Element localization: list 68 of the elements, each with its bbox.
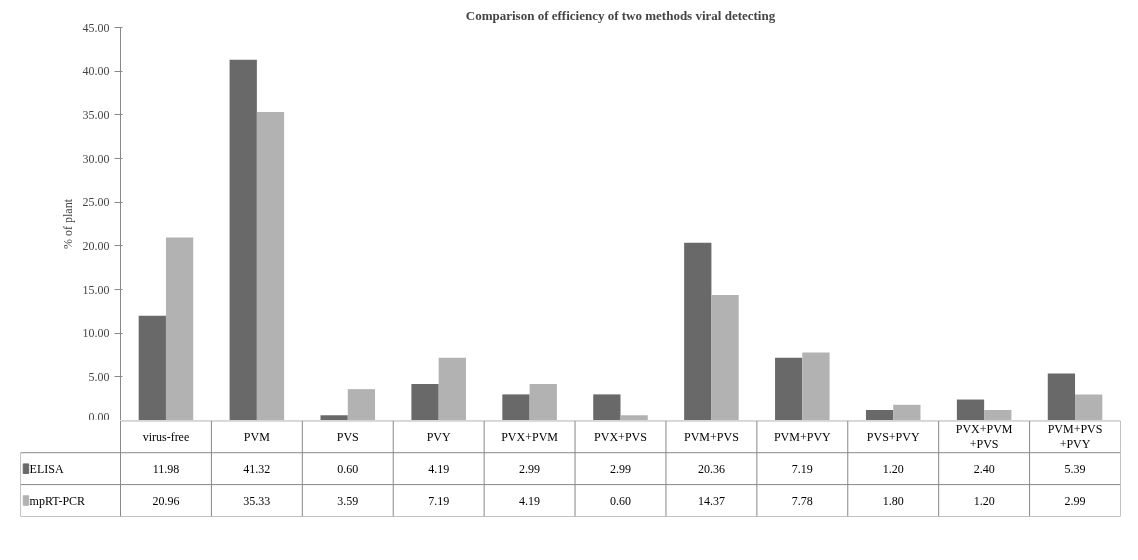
bar [411, 383, 439, 420]
bar [320, 415, 348, 420]
x-tick-label: PVX+PVM [501, 429, 559, 444]
x-tick-label: PVX+PVM+PVS [955, 422, 1013, 452]
bar [956, 399, 985, 420]
x-tick-label: PVS+PVY [866, 429, 920, 444]
bar [775, 357, 803, 420]
y-tick-label: 45.00 [82, 20, 110, 35]
x-tick-label: PVM+PVS+PVY [1047, 422, 1103, 452]
bar [502, 394, 530, 420]
bar [438, 357, 466, 420]
chart-title: Comparison of efficiency of two methods viral detecting [465, 7, 776, 23]
bar [165, 237, 194, 420]
y-tick-label: 5.00 [88, 369, 110, 384]
legend-label: ELISA [29, 461, 64, 476]
bar [593, 394, 621, 420]
bar [802, 352, 830, 420]
y-tick-label: 25.00 [82, 195, 110, 210]
data-label: 1.80 [882, 493, 904, 508]
data-label: 35.33 [243, 493, 271, 508]
data-label: 7.78 [791, 493, 813, 508]
legend-label: mpRT-PCR [29, 493, 86, 508]
bar [229, 59, 257, 420]
x-tick-label: PVS [336, 429, 359, 444]
data-label: 3.59 [337, 493, 359, 508]
data-label: 1.20 [973, 493, 995, 508]
bar [893, 404, 921, 420]
y-tick-label: 35.00 [82, 107, 110, 122]
bar [1075, 394, 1103, 420]
data-label: 2.99 [1064, 493, 1086, 508]
data-label: 0.60 [337, 461, 359, 476]
x-tick-label: PVY [426, 429, 452, 444]
bar [865, 410, 894, 420]
data-label: 2.99 [610, 461, 631, 476]
bar [620, 415, 648, 420]
data-label: 7.19 [791, 461, 813, 476]
data-label: 4.19 [519, 493, 541, 508]
data-label: 2.99 [519, 461, 541, 476]
bar [684, 242, 712, 420]
data-label: 11.98 [152, 461, 180, 476]
bar [1047, 373, 1076, 420]
y-tick-label: 15.00 [82, 282, 110, 297]
y-axis-title: % of plant [60, 198, 75, 249]
bar [984, 410, 1012, 420]
data-label: 7.19 [428, 493, 450, 508]
data-label: 20.96 [152, 493, 180, 508]
x-tick-label: PVM+PVS [684, 429, 739, 444]
data-label: 0.60 [610, 493, 631, 508]
y-tick-label: 0.00 [88, 409, 110, 424]
data-label: 1.20 [882, 461, 904, 476]
y-tick-label: 40.00 [82, 64, 110, 79]
x-tick-label: PVM [243, 429, 271, 444]
y-tick-label: 10.00 [82, 326, 110, 341]
y-tick-label: 30.00 [82, 151, 110, 166]
x-tick-label: PVM+PVY [773, 429, 832, 444]
x-tick-label: virus-free [142, 429, 190, 444]
bar [347, 389, 376, 420]
data-label: 14.37 [697, 493, 725, 508]
data-label: 4.19 [428, 461, 450, 476]
bar [711, 295, 739, 420]
data-label: 20.36 [697, 461, 725, 476]
data-label: 5.39 [1064, 461, 1086, 476]
data-label: 41.32 [243, 461, 271, 476]
data-label: 2.40 [973, 461, 995, 476]
y-tick-label: 20.00 [82, 238, 110, 253]
bar [529, 383, 557, 420]
x-tick-label: PVX+PVS [594, 429, 647, 444]
bar [138, 315, 166, 420]
